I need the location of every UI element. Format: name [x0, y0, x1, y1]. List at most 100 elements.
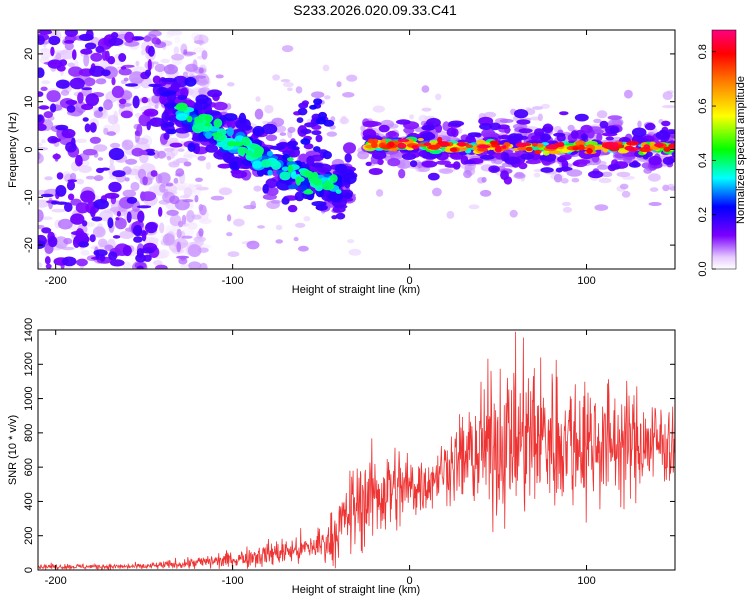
spectrogram-cell	[340, 115, 347, 124]
spectrogram-cell	[599, 120, 609, 129]
spectrogram-cell	[365, 161, 372, 166]
spectrogram-cell	[121, 139, 134, 151]
spectrogram-cell	[322, 64, 330, 72]
spectrogram-cell	[294, 191, 305, 202]
spectrogram-cell	[50, 46, 55, 57]
spectrogram-cell	[169, 142, 183, 148]
spectrogram-cell	[154, 104, 159, 109]
spectrogram-cell	[479, 123, 493, 130]
spectrogram-cell	[578, 144, 585, 151]
spectrogram-cell	[659, 129, 667, 134]
spectrogram-cell	[518, 128, 533, 134]
spectrogram-cell	[204, 122, 211, 127]
spectrogram-cell	[226, 141, 238, 147]
spectrogram-cell	[217, 163, 232, 169]
spectrogram-cell	[226, 214, 232, 222]
spectrogram-cell	[136, 205, 152, 209]
spectrogram-cell	[55, 124, 69, 131]
spectrogram-cell	[158, 206, 163, 217]
spectrogram-cell	[347, 239, 355, 244]
spectrogram-cell	[397, 138, 410, 143]
spectrogram-cell	[243, 205, 257, 210]
spectrogram-cell	[343, 192, 353, 199]
spectrogram-cell	[137, 210, 145, 223]
spectrogram-cell	[309, 104, 318, 110]
spectrogram-cell	[43, 111, 53, 119]
spectrogram-cell	[152, 260, 163, 266]
spectrogram-cell	[275, 224, 283, 231]
spectrogram-cell	[125, 158, 138, 165]
spectrogram-cell	[322, 151, 332, 160]
y-tick-label: -10	[23, 189, 35, 205]
spectrogram-cell	[143, 35, 152, 42]
spectrogram-cell	[571, 177, 580, 183]
spectrogram-cell	[199, 262, 208, 269]
spectrogram-cell	[65, 99, 78, 105]
spectrogram-cell	[253, 146, 264, 157]
spectrogram-cell	[266, 150, 273, 157]
y-tick-label: 800	[23, 424, 35, 442]
spectrogram-cell	[621, 190, 631, 198]
spectrogram-cell	[479, 154, 495, 160]
spectrogram-cell	[182, 154, 198, 158]
spectrogram-cell	[168, 161, 180, 168]
spectrogram-cell	[609, 126, 619, 134]
y-tick-label: 10	[23, 96, 35, 108]
spectrogram-cell	[305, 170, 314, 178]
spectrogram-cell	[174, 36, 181, 44]
spectrogram-cell	[663, 146, 671, 152]
spectrogram-cell	[566, 169, 583, 177]
spectrogram-cell	[154, 63, 166, 73]
spectrogram-cell	[89, 122, 97, 133]
spectrogram-cell	[55, 79, 70, 89]
spectrogram-cell	[95, 45, 105, 54]
spectrogram-cell	[449, 147, 458, 153]
spectrogram-cell	[148, 83, 162, 88]
spectrogram-cell	[205, 162, 211, 170]
spectrogram-cell	[61, 128, 76, 139]
spectrogram-cell	[324, 180, 332, 185]
spectrogram-cell	[435, 160, 452, 165]
spectrogram-cell	[66, 105, 76, 113]
spectrogram-cell	[311, 201, 327, 207]
spectrogram-cell	[446, 210, 455, 219]
spectrogram-cell	[107, 56, 116, 65]
x-tick-label: -200	[45, 575, 67, 587]
y-tick-label: 1200	[23, 352, 35, 376]
spectrogram-cell	[280, 79, 291, 83]
spectrogram-cell	[596, 110, 608, 119]
spectrogram-cell	[155, 38, 162, 45]
spectrogram-cell	[295, 86, 303, 94]
spectrogram-cell	[293, 236, 299, 242]
spectrogram-cell	[157, 150, 166, 159]
spectrogram-cell	[140, 247, 155, 254]
spectrogram-cell	[176, 228, 182, 239]
spectrogram-cell	[539, 155, 546, 161]
spectrogram-cell	[463, 170, 472, 179]
spectrogram-cell	[644, 122, 656, 131]
spectrogram-cell	[264, 104, 274, 114]
spectrogram-cell	[78, 165, 92, 174]
spectrogram-cell	[344, 153, 352, 163]
spectrogram-cell	[509, 209, 518, 218]
spectrogram-cell	[588, 170, 604, 179]
spectrogram-cell	[40, 86, 48, 92]
spectrogram-cell	[360, 125, 366, 132]
spectrogram-cell	[205, 144, 219, 153]
spectrogram-cell	[269, 145, 286, 150]
spectrogram-cell	[119, 230, 134, 239]
spectrogram-cell	[468, 204, 480, 210]
spectrogram-cell	[100, 69, 111, 77]
spectrogram-cell	[47, 59, 63, 69]
spectrogram-cell	[181, 235, 193, 239]
spectrogram-cell	[187, 142, 196, 152]
spectrogram-cell	[279, 171, 291, 181]
spectrogram-cell	[562, 206, 573, 213]
spectrogram-cell	[118, 53, 127, 62]
colorbar: 0.0 0.2 0.4 0.6 0.8 Normalized spectral ampl…	[697, 29, 747, 277]
spectrogram-cell	[457, 141, 467, 147]
spectrogram-cell	[537, 113, 543, 122]
spectrogram-cell	[104, 192, 120, 199]
x-tick-label: 100	[577, 575, 595, 587]
spectrogram-cell	[172, 75, 188, 88]
